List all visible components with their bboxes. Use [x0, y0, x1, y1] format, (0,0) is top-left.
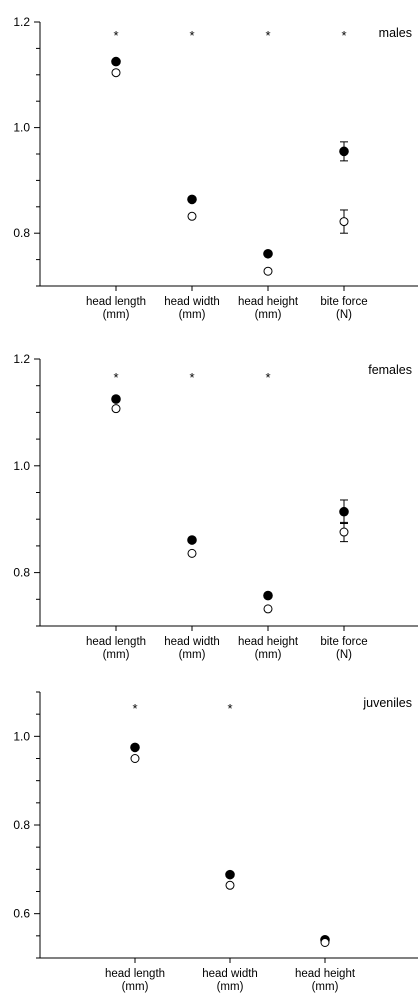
open-point — [225, 880, 235, 890]
y-tick-label: 1.0 — [13, 729, 30, 743]
significance-star: * — [341, 28, 346, 43]
panel-label: juveniles — [362, 696, 412, 710]
category-label: head height — [238, 636, 299, 648]
significance-star: * — [113, 28, 118, 43]
significance-star: * — [189, 28, 194, 43]
category-label: bite force — [320, 636, 367, 648]
filled-point — [130, 742, 140, 753]
filled-point — [187, 535, 197, 545]
significance-star: * — [265, 28, 270, 43]
category-label: head width — [164, 296, 220, 308]
open-point — [187, 211, 197, 221]
category-unit: (mm) — [312, 981, 339, 993]
filled-point — [225, 869, 235, 880]
filled-point — [187, 194, 197, 205]
category-unit: (N) — [336, 649, 352, 661]
open-point — [339, 527, 349, 537]
filled-point — [263, 248, 273, 259]
y-tick-label: 1.2 — [13, 15, 30, 29]
category-label: head length — [86, 296, 146, 308]
category-label: head length — [86, 636, 146, 648]
category-label: head height — [238, 296, 299, 308]
y-tick-label: 0.6 — [13, 907, 30, 921]
category-label: head length — [105, 968, 165, 980]
open-point — [187, 548, 197, 558]
y-tick-label: 1.0 — [13, 121, 30, 135]
category-unit: (N) — [336, 309, 352, 321]
filled-point — [339, 506, 349, 517]
open-point — [130, 754, 140, 763]
significance-star: * — [113, 370, 118, 385]
significance-star: * — [132, 701, 137, 716]
significance-star: * — [227, 701, 232, 716]
category-label: head width — [164, 636, 220, 648]
category-unit: (mm) — [255, 309, 282, 321]
category-label: head height — [295, 968, 356, 980]
category-label: head width — [202, 968, 258, 980]
significance-star: * — [189, 370, 194, 385]
category-unit: (mm) — [255, 649, 282, 661]
significance-star: * — [265, 370, 270, 385]
open-point — [263, 604, 273, 614]
category-label: bite force — [320, 296, 367, 308]
filled-point — [111, 56, 121, 67]
category-unit: (mm) — [103, 309, 130, 321]
y-tick-label: 1.2 — [13, 352, 30, 366]
open-point — [320, 937, 330, 947]
filled-point — [111, 394, 121, 404]
y-tick-label: 0.8 — [13, 566, 30, 580]
open-point — [339, 217, 349, 227]
y-tick-label: 1.0 — [13, 459, 30, 473]
category-unit: (mm) — [122, 981, 149, 993]
category-unit: (mm) — [217, 981, 244, 993]
filled-point — [339, 146, 349, 157]
panel-label: males — [379, 26, 412, 40]
open-point — [111, 404, 121, 414]
category-unit: (mm) — [179, 309, 206, 321]
y-tick-label: 0.8 — [13, 226, 30, 240]
open-point — [111, 68, 121, 78]
filled-point — [263, 590, 273, 601]
open-point — [263, 266, 273, 276]
category-unit: (mm) — [103, 649, 130, 661]
category-unit: (mm) — [179, 649, 206, 661]
y-tick-label: 0.8 — [13, 818, 30, 832]
panel-label: females — [368, 363, 412, 377]
